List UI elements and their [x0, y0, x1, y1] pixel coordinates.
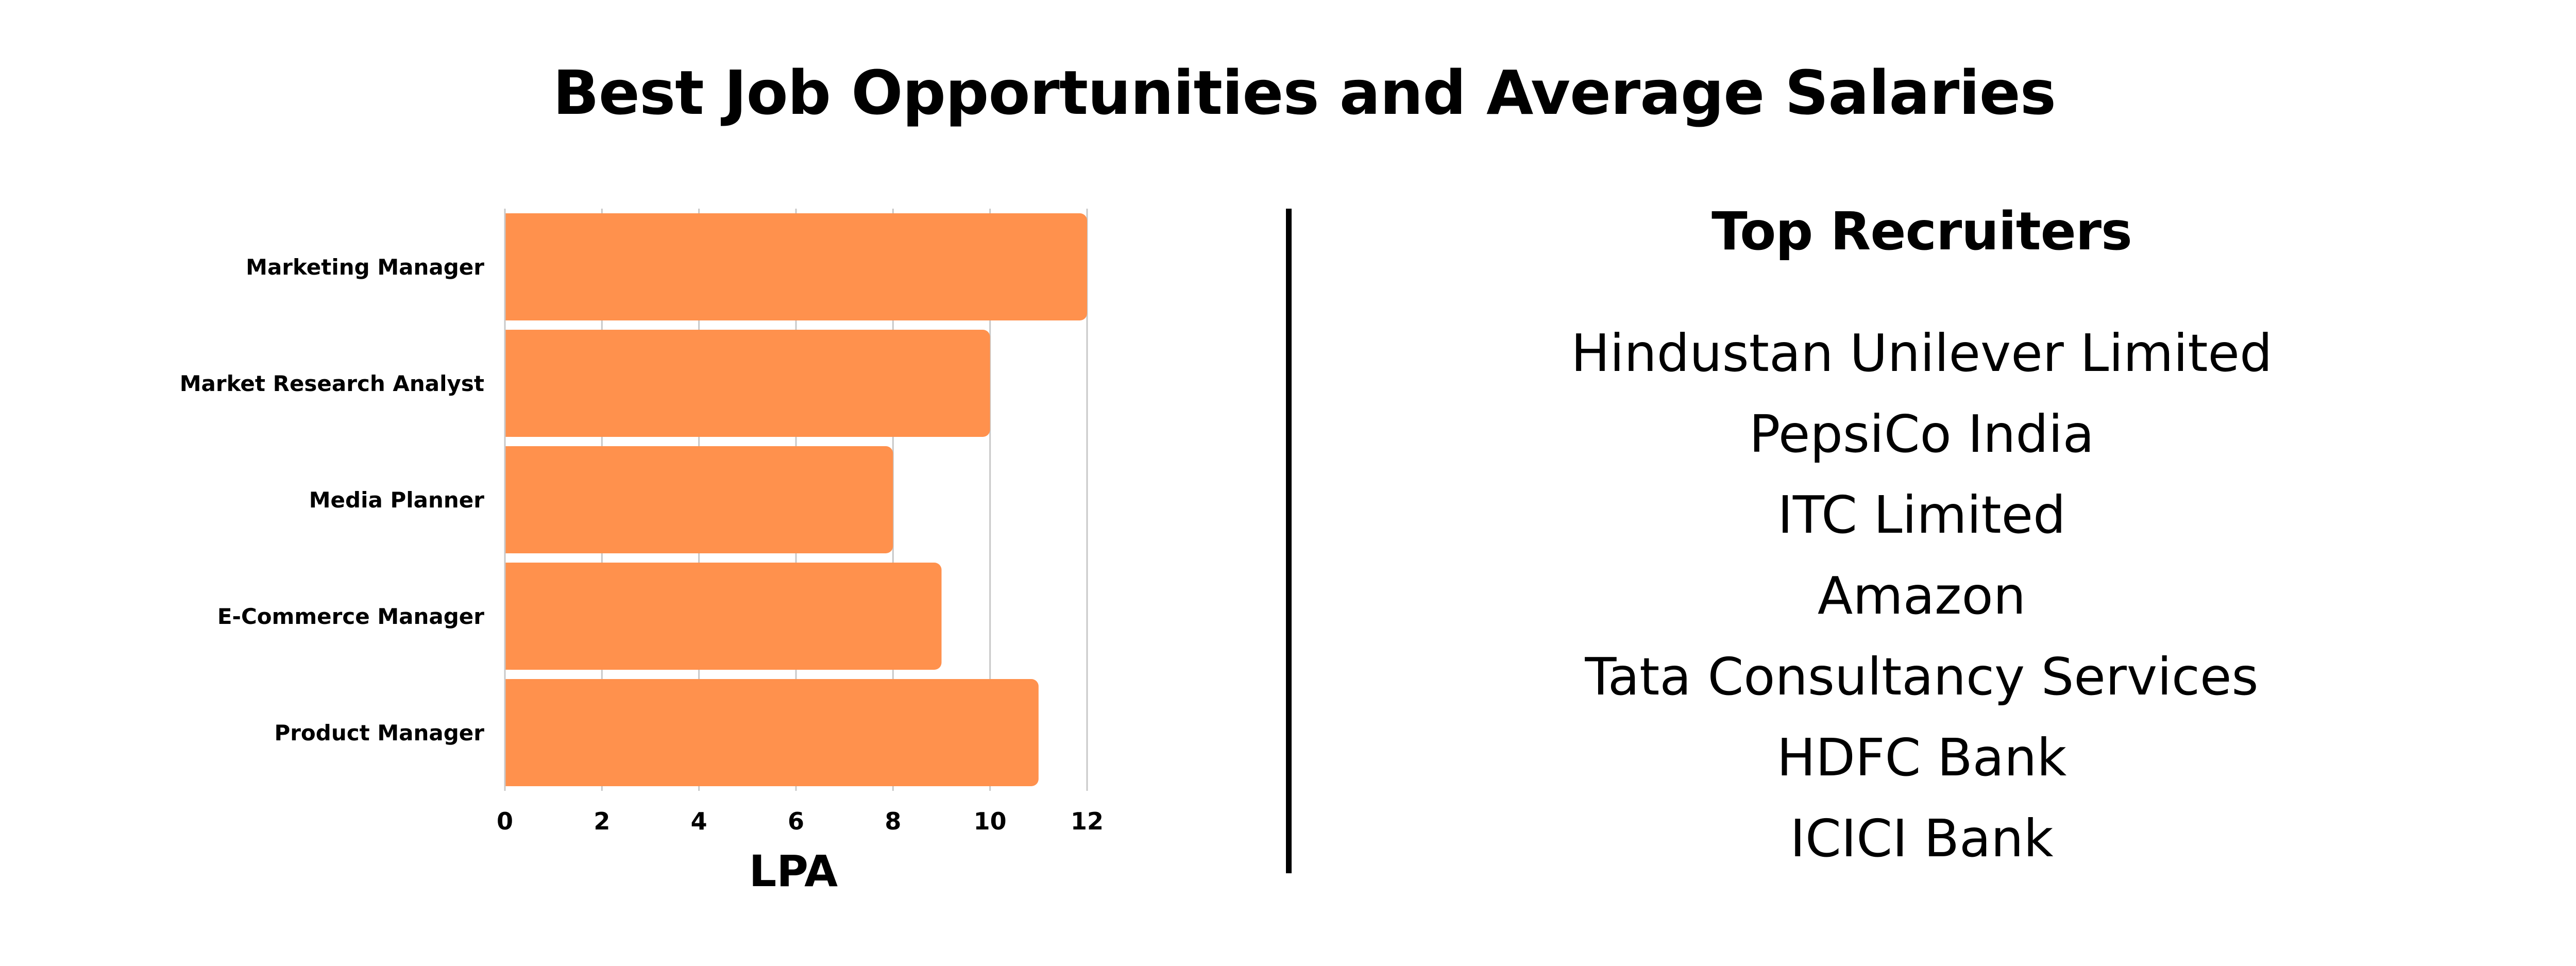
recruiter-item: Hindustan Unilever Limited	[1571, 323, 2273, 383]
category-label: Marketing Manager	[246, 255, 484, 280]
bar-left-edge	[505, 330, 515, 437]
bars	[505, 213, 1087, 786]
recruiter-item: ITC Limited	[1777, 485, 2066, 545]
recruiters-list: Hindustan Unilever Limited PepsiCo India I…	[1546, 313, 2298, 879]
salary-bar-chart: Marketing Manager Market Research Analyst…	[180, 209, 1104, 896]
x-tick-label: 8	[885, 807, 901, 835]
bar	[505, 446, 893, 553]
category-label: Media Planner	[309, 487, 485, 513]
recruiters-title: Top Recruiters	[1711, 201, 2132, 262]
x-tick-labels: 0 2 4 6 8 10 12	[497, 807, 1104, 835]
x-axis-title: LPA	[749, 846, 838, 896]
x-tick-label: 2	[594, 807, 610, 835]
category-labels: Marketing Manager Market Research Analyst…	[180, 255, 485, 745]
recruiter-item: PepsiCo India	[1749, 404, 2094, 464]
bar-left-edge	[505, 679, 515, 786]
x-tick-label: 10	[974, 807, 1007, 835]
recruiter-item: ICICI Bank	[1790, 808, 2054, 869]
chart-title: Best Job Opportunities and Average Salar…	[552, 57, 2056, 128]
bar	[505, 563, 942, 670]
bar	[505, 330, 990, 437]
recruiter-item: Amazon	[1817, 566, 2026, 626]
x-tick-label: 4	[691, 807, 707, 835]
x-tick-label: 0	[497, 807, 513, 835]
bar-left-edge	[505, 213, 515, 320]
category-label: Product Manager	[274, 720, 484, 745]
category-label: E-Commerce Manager	[217, 604, 484, 629]
recruiter-item: HDFC Bank	[1776, 727, 2067, 788]
bar	[505, 213, 1087, 320]
bar-left-edge	[505, 563, 515, 670]
bar-left-edge	[505, 446, 515, 553]
section-divider	[1286, 209, 1292, 873]
category-label: Market Research Analyst	[180, 371, 484, 396]
recruiter-item: Tata Consultancy Services	[1585, 647, 2259, 707]
bar	[505, 679, 1039, 786]
x-tick-label: 12	[1071, 807, 1104, 835]
x-tick-label: 6	[788, 807, 804, 835]
